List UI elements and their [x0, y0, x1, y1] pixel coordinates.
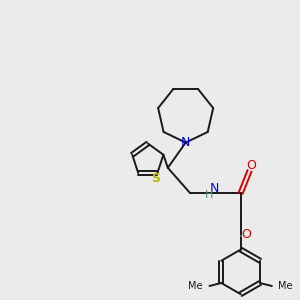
Text: N: N: [210, 182, 220, 195]
Text: H: H: [205, 190, 213, 200]
Text: Me: Me: [188, 281, 203, 291]
Text: S: S: [152, 172, 160, 185]
Text: O: O: [246, 159, 256, 172]
Text: Me: Me: [278, 281, 293, 291]
Text: N: N: [181, 136, 190, 149]
Text: O: O: [241, 228, 251, 241]
